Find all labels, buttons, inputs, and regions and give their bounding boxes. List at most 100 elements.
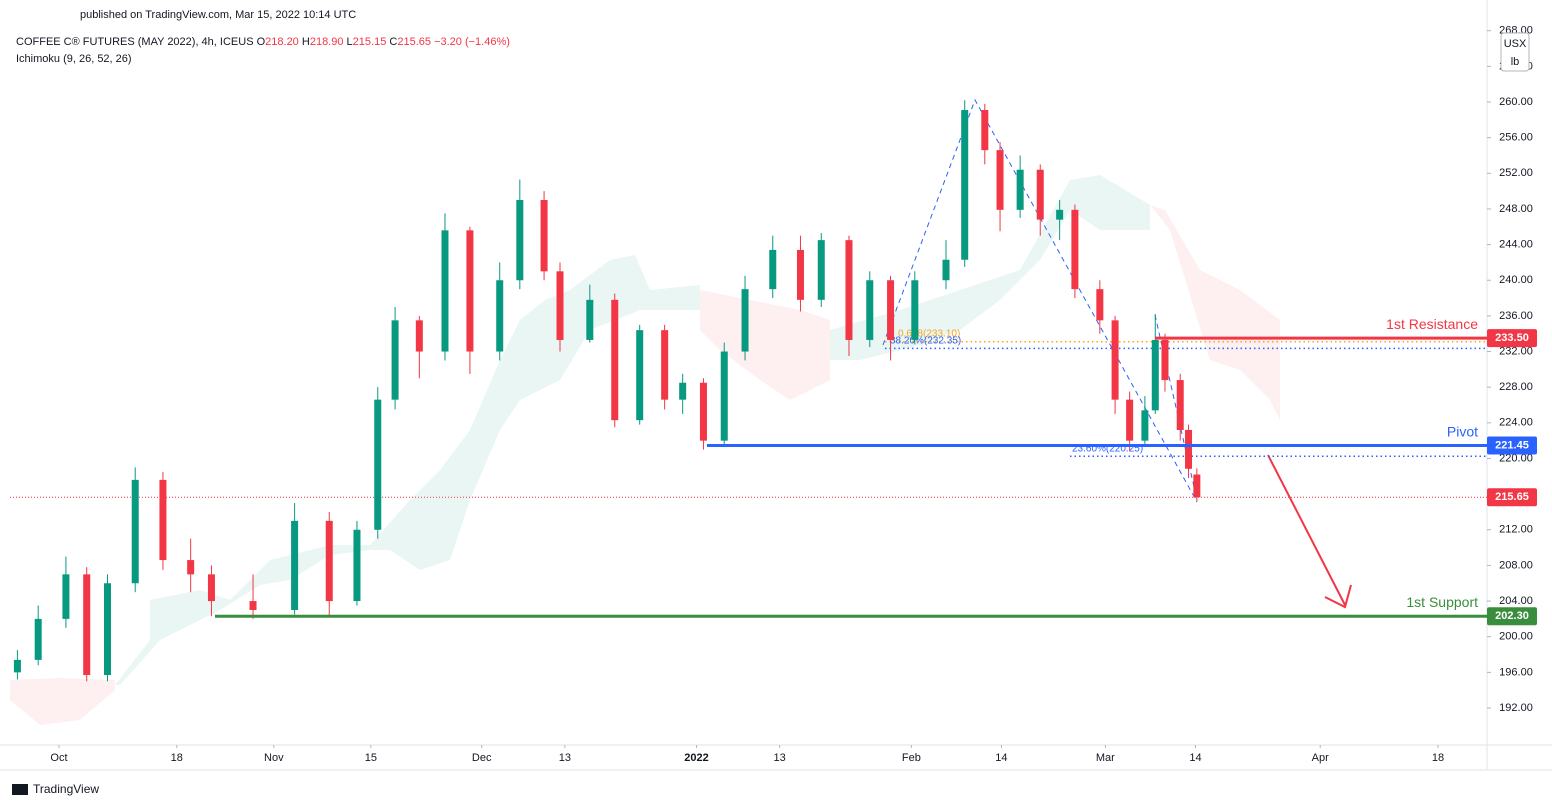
candle-body [131,479,139,584]
ohlc-label: C [389,36,397,48]
candle-body [1016,169,1024,210]
candle-body [961,110,969,260]
price-label: 202.30 [1495,610,1529,622]
candle-body [62,574,70,619]
price-label: 233.50 [1495,332,1529,344]
candle-body [866,280,874,340]
candle-body [1161,339,1169,381]
candle-body [817,240,825,300]
y-tick-label: 248.00 [1499,203,1533,215]
price-label-box [1487,436,1537,455]
candle-body [996,150,1004,210]
candle-body [83,574,91,676]
x-tick-label: 14 [1189,752,1201,764]
candle-body [1185,429,1193,469]
change: −3.20 (−1.46%) [434,36,510,48]
candle-body [187,560,195,575]
x-tick-label: 13 [559,752,571,764]
candle-body [942,259,950,281]
candle-body [207,574,215,602]
x-tick-label: 18 [1432,752,1444,764]
candle-body [611,299,619,421]
ohlc-value: 215.65 [397,36,431,48]
ohlc-value: 218.20 [265,36,299,48]
candle-body [636,330,644,421]
candle-body [13,659,21,673]
x-tick-label: 18 [171,752,183,764]
unit-box [1500,32,1530,72]
y-tick-label: 244.00 [1499,238,1533,250]
y-tick-label: 204.00 [1499,595,1533,607]
candle-body [911,280,919,340]
brand: TradingView [33,782,99,796]
candle-body [516,200,524,281]
candle-body [741,289,749,352]
candle-body [720,351,728,441]
y-tick-label: 220.00 [1499,452,1533,464]
y-tick-label: 212.00 [1499,524,1533,536]
candle-body [374,399,382,530]
candle-body [1193,474,1201,498]
y-tick-label: 192.00 [1499,702,1533,714]
candle-body [1126,399,1134,441]
x-tick-label: Apr [1312,752,1329,764]
candle-body [796,249,804,300]
x-tick-label: 13 [774,752,786,764]
candle-body [249,601,257,610]
x-tick-label: Mar [1096,752,1115,764]
candle-body [679,382,687,400]
x-tick-label: Dec [472,752,492,764]
y-tick-label: 260.00 [1499,96,1533,108]
level-name: Pivot [1447,423,1478,439]
candle-body [34,618,42,660]
fib-label: 0.618(233.10) [898,329,960,340]
candle-body [699,382,707,441]
y-tick-label: 200.00 [1499,631,1533,643]
ohlc-label: H [302,36,310,48]
candle-body [586,299,594,340]
price-label: 221.45 [1495,439,1529,451]
x-tick-label: Nov [264,752,284,764]
y-tick-label: 228.00 [1499,381,1533,393]
candle-body [1151,339,1159,411]
candle-body [887,280,895,340]
unit: lb [1511,56,1520,68]
candle-body [441,230,449,352]
candle-body [391,320,399,400]
currency: USX [1504,38,1527,50]
y-tick-label: 232.00 [1499,345,1533,357]
candle-body [1111,320,1119,400]
footer-logo: TradingView [12,782,99,796]
candle-body [353,529,361,602]
x-tick-label: 15 [365,752,377,764]
candle-body [1176,380,1184,430]
candle-body [159,479,167,561]
candle-body [540,200,548,272]
candle-body [1141,410,1149,441]
ohlc-label: O [257,36,266,48]
candle-body [415,320,423,352]
x-tick-label: 2022 [684,752,708,764]
candle-body [1071,209,1079,290]
y-tick-label: 240.00 [1499,274,1533,286]
level-name: 1st Resistance [1386,316,1478,332]
x-tick-label: Oct [50,752,67,764]
candle-body [1096,289,1104,321]
level-name: 1st Support [1406,594,1478,610]
candle-body [981,110,989,151]
published-note: published on TradingView.com, Mar 15, 20… [80,9,356,21]
candle-body [291,520,299,610]
y-tick-label: 224.00 [1499,417,1533,429]
y-tick-label: 196.00 [1499,666,1533,678]
candle-body [661,330,669,400]
y-tick-label: 252.00 [1499,167,1533,179]
y-tick-label: 236.00 [1499,310,1533,322]
candle-body [325,520,333,602]
candle-body [1056,209,1064,220]
last-price-label: 215.65 [1495,491,1529,503]
ohlc-value: 215.15 [353,36,387,48]
legend: COFFEE C® FUTURES (MAY 2022), 4h, ICEUS … [16,36,510,48]
candle-body [1036,169,1044,220]
